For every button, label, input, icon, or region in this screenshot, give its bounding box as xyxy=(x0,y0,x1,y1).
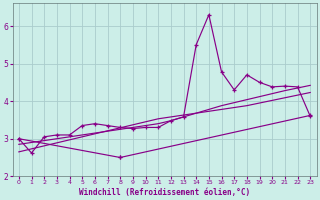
X-axis label: Windchill (Refroidissement éolien,°C): Windchill (Refroidissement éolien,°C) xyxy=(79,188,250,197)
